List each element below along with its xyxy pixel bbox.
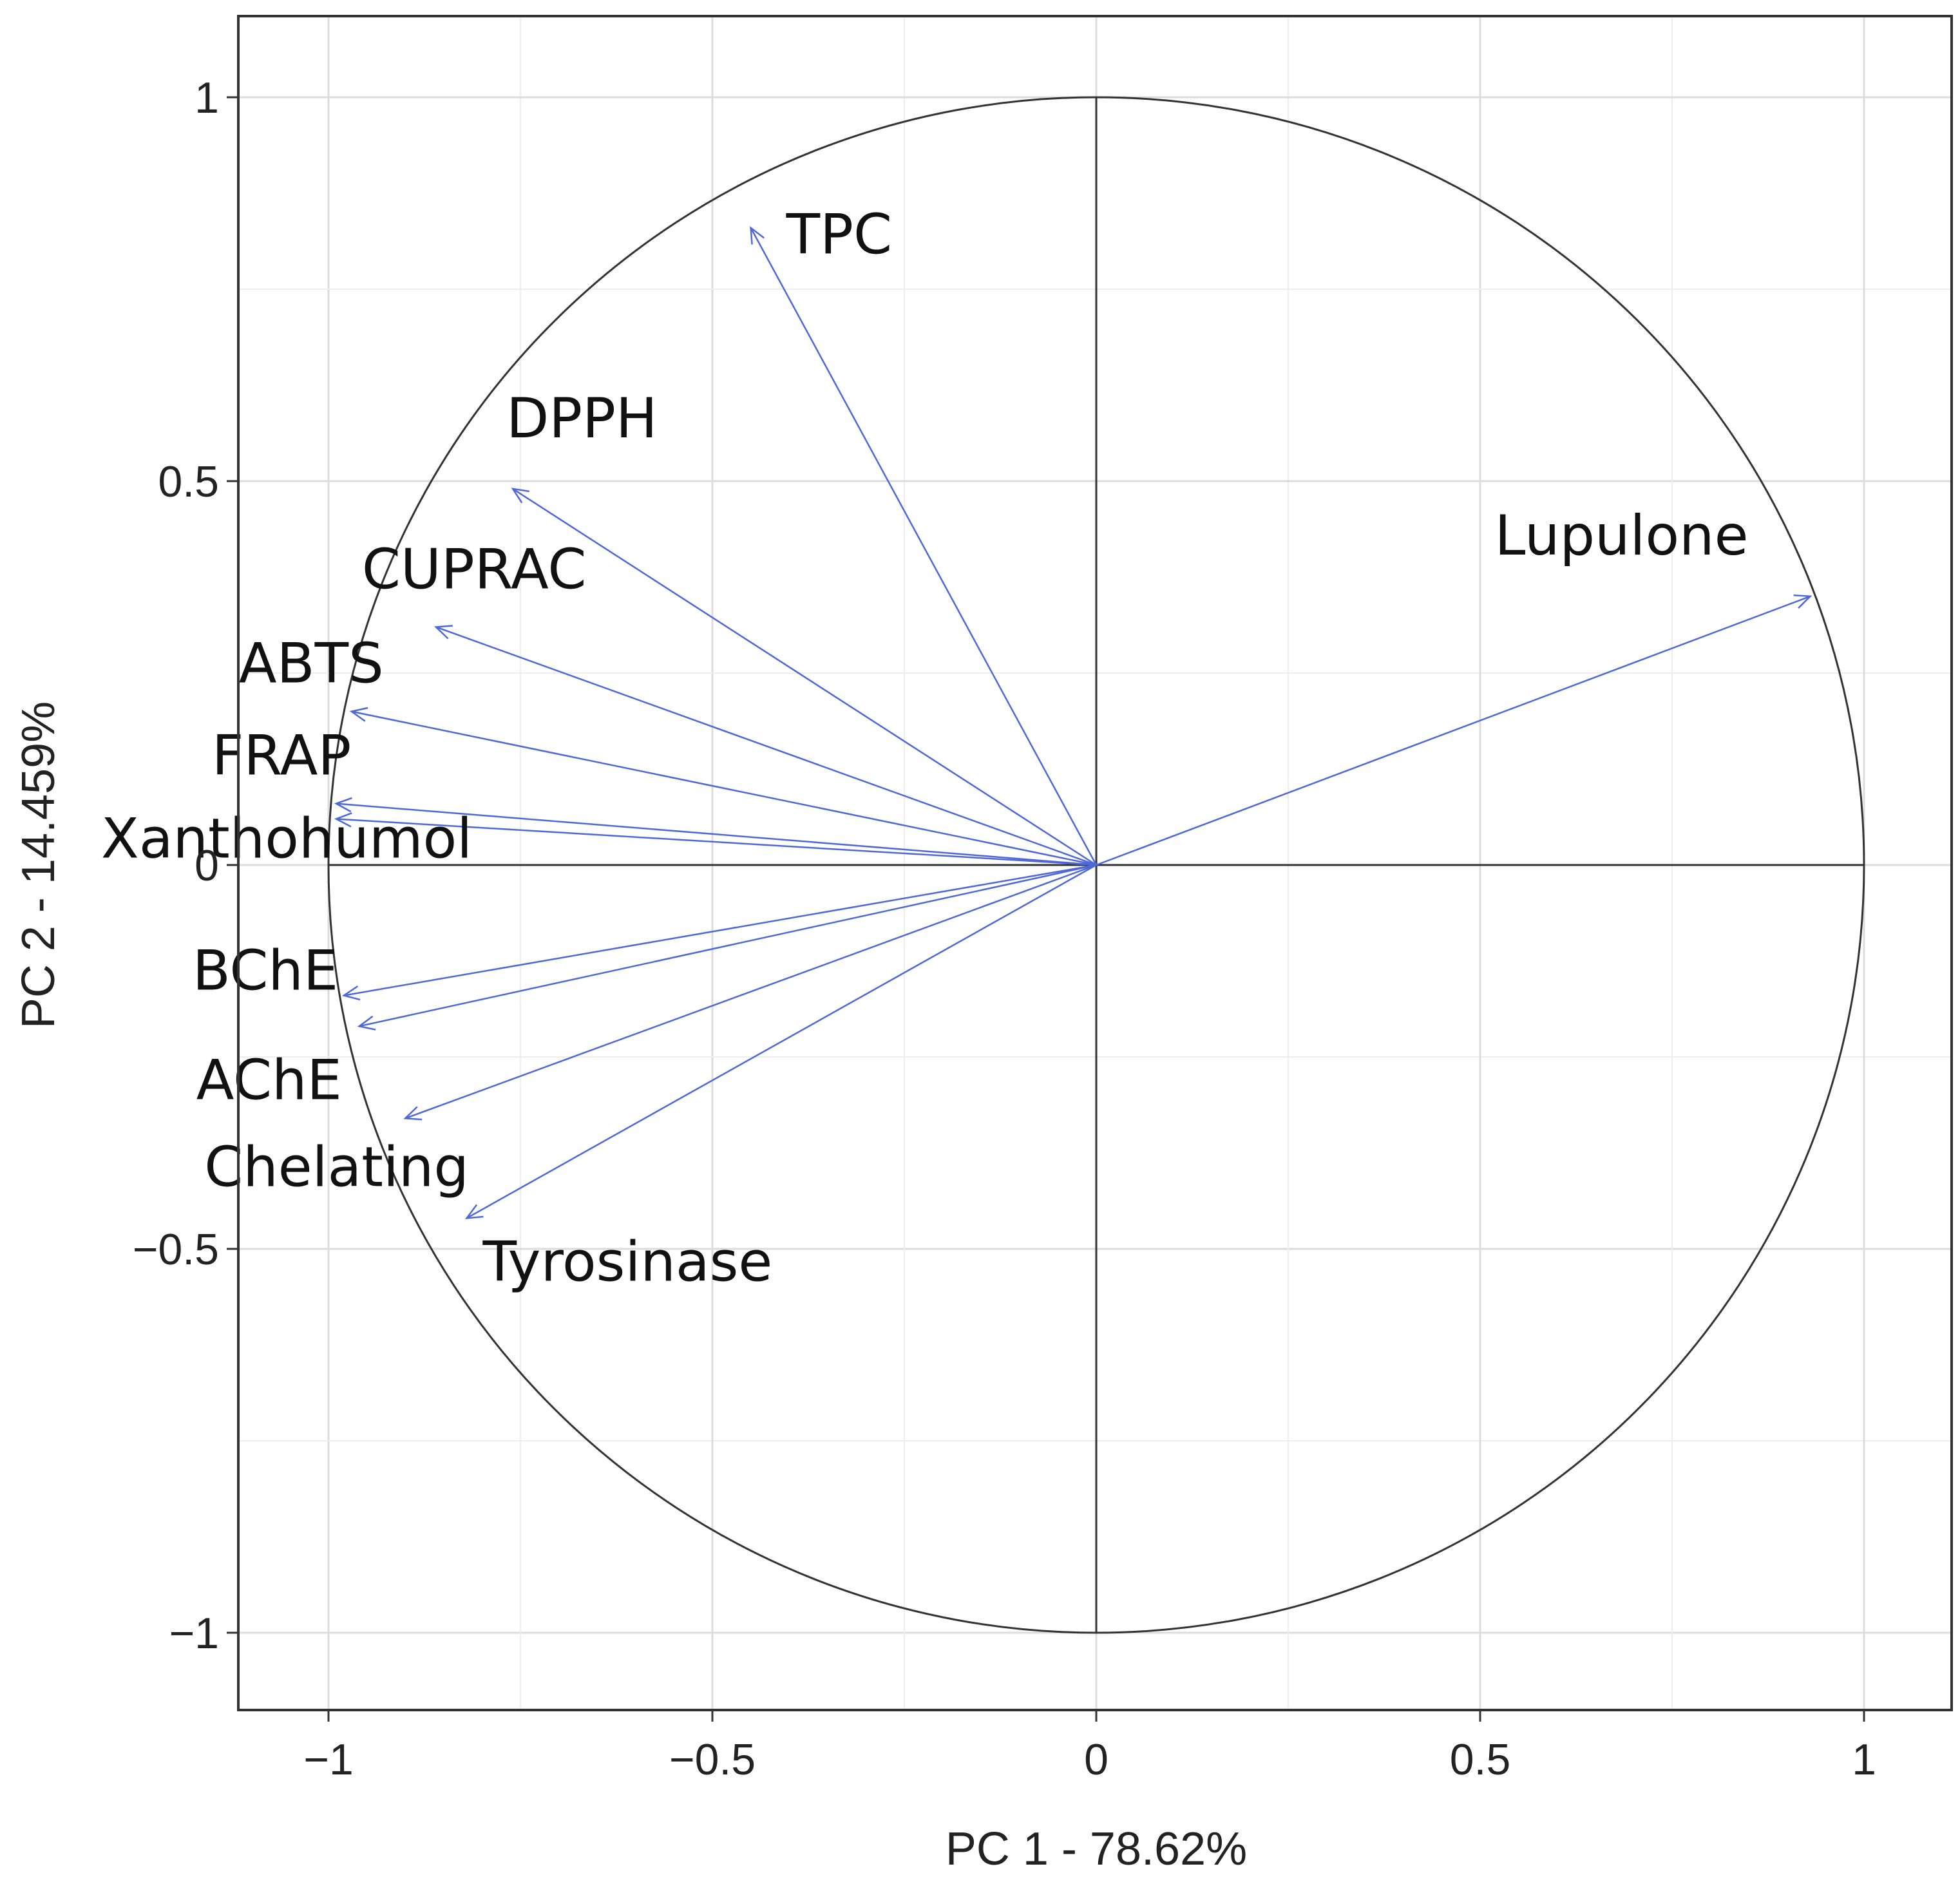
x-axis-title: PC 1 - 78.62% bbox=[946, 1823, 1247, 1875]
y-tick-label: 0 bbox=[195, 841, 219, 890]
x-tick-label: 0.5 bbox=[1450, 1735, 1511, 1784]
label-cuprac: CUPRAC bbox=[362, 537, 587, 602]
label-xanthohumol: Xanthohumol bbox=[101, 806, 472, 871]
variable-arrows bbox=[334, 225, 1813, 1219]
y-tick-label: 1 bbox=[195, 73, 219, 122]
x-tick-label: 0 bbox=[1084, 1735, 1108, 1784]
label-dpph: DPPH bbox=[506, 386, 658, 451]
arrow-lupulone bbox=[1096, 594, 1813, 866]
x-tick-label: 1 bbox=[1852, 1735, 1876, 1784]
label-chelating: Chelating bbox=[204, 1135, 469, 1199]
arrow-bche bbox=[341, 864, 1097, 1001]
x-tick-label: −0.5 bbox=[669, 1735, 756, 1784]
arrow-ache bbox=[357, 864, 1097, 1031]
arrow-frap bbox=[334, 797, 1097, 866]
unit-circle bbox=[327, 96, 1865, 1634]
label-ache: AChE bbox=[196, 1048, 342, 1112]
plot-panel-border bbox=[237, 15, 1953, 1711]
label-bche: BChE bbox=[193, 939, 338, 1003]
label-abts: ABTS bbox=[239, 632, 384, 696]
label-lupulone: Lupulone bbox=[1495, 504, 1749, 568]
y-axis-ticks: −1 −0.5 0 0.5 1 bbox=[133, 73, 238, 1658]
arrow-abts bbox=[349, 707, 1097, 866]
y-tick-label: 0.5 bbox=[158, 457, 219, 506]
y-tick-label: −1 bbox=[169, 1609, 219, 1658]
y-axis-title: PC 2 - 14.459% bbox=[13, 701, 64, 1029]
arrow-dpph bbox=[511, 488, 1097, 866]
arrow-xanthohumol bbox=[334, 812, 1097, 866]
label-tpc: TPC bbox=[786, 203, 892, 267]
x-tick-label: −1 bbox=[303, 1735, 354, 1784]
arrow-cuprac bbox=[433, 625, 1097, 866]
arrow-chelating bbox=[403, 864, 1097, 1121]
label-tyrosinase: Tyrosinase bbox=[482, 1230, 773, 1294]
label-frap: FRAP bbox=[212, 724, 351, 788]
arrow-tyrosinase bbox=[464, 864, 1097, 1219]
arrow-tpc bbox=[750, 225, 1098, 866]
variable-labels: TPC DPPH CUPRAC ABTS FRAP Xanthohumol BChE AChE… bbox=[101, 203, 1749, 1295]
x-axis-ticks: −1 −0.5 0 0.5 1 bbox=[303, 1710, 1876, 1784]
y-tick-label: −0.5 bbox=[133, 1225, 219, 1274]
